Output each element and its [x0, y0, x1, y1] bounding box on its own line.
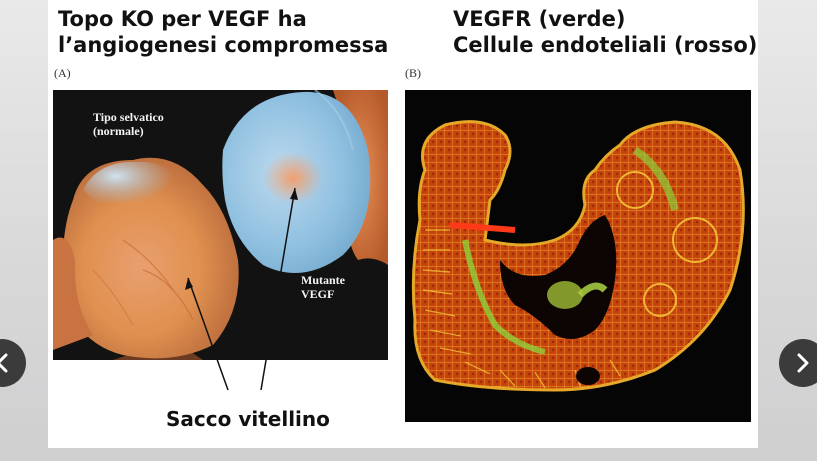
- yolk-sac-caption: Sacco vitellino: [166, 407, 330, 431]
- slide: Topo KO per VEGF ha l’angiogenesi compro…: [48, 0, 758, 448]
- previous-slide-button[interactable]: [0, 339, 26, 387]
- slide-title-left: Topo KO per VEGF ha l’angiogenesi compro…: [58, 7, 389, 57]
- panel-a-label: (A): [54, 66, 71, 80]
- wildtype-label: Tipo selvatico (normale): [93, 110, 164, 138]
- chevron-right-icon: [797, 353, 809, 373]
- yolk-sac-photo: Tipo selvatico (normale) Mutante VEGF: [53, 90, 388, 360]
- panel-b-label: (B): [405, 66, 421, 80]
- next-slide-button[interactable]: [779, 339, 817, 387]
- mutant-label: Mutante VEGF: [301, 273, 345, 301]
- embryo-illustration: [411, 120, 745, 392]
- chevron-left-icon: [0, 353, 8, 373]
- embryo-fluorescence-image: [405, 90, 751, 422]
- slide-title-right: VEGFR (verde) Cellule endoteliali (rosso…: [453, 7, 758, 57]
